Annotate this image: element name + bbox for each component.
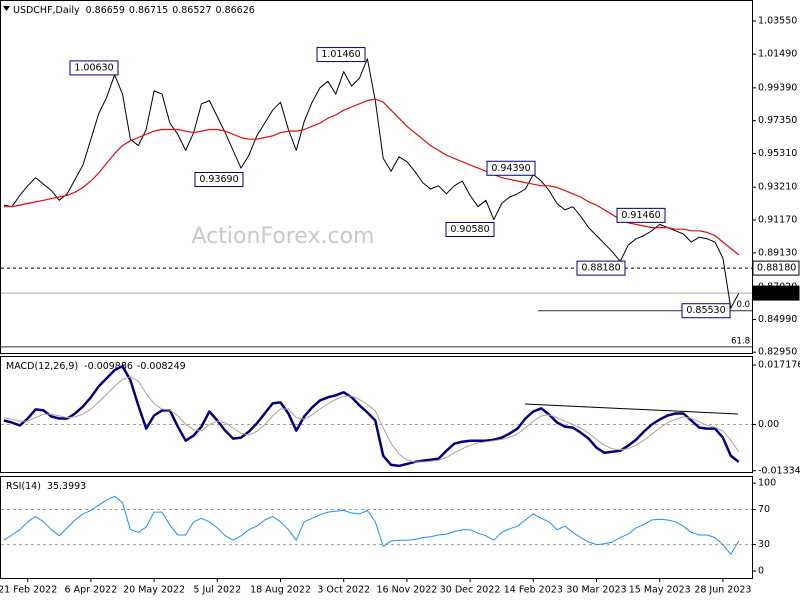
series-line (3, 58, 740, 309)
x-tick-label: 20 May 2022 (123, 585, 185, 596)
menu-arrow[interactable] (3, 6, 10, 11)
indicator-readout: 35.3993 (47, 481, 86, 492)
x-tick-label: 30 Dec 2022 (440, 585, 501, 596)
panel-header: MACD(12,26,9) -0.009886 -0.008249 (6, 361, 186, 372)
ohlc-value: 0.86626 (216, 5, 255, 16)
x-tick-label: 5 Jul 2022 (193, 585, 241, 596)
price-box-label: 0.86626 (757, 288, 796, 299)
macd-trendline (524, 403, 739, 415)
price-panel-frame (0, 0, 753, 354)
y-tick-label: 0.00 (758, 419, 779, 430)
y-tick-label: 0.84990 (758, 314, 797, 325)
fib-label: 61.8 (731, 336, 750, 346)
rsi-panel-frame (0, 476, 753, 579)
x-tick-label: 14 Feb 2023 (504, 585, 563, 596)
series-line (3, 364, 740, 468)
annotation-box (445, 222, 495, 238)
fib-label: 0.0 (736, 300, 750, 310)
ohlc-value: 0.86715 (129, 5, 168, 16)
x-tick-label: 21 Feb 2022 (0, 585, 57, 596)
panel-header: RSI(14) 35.3993 (6, 481, 86, 492)
price-box-label: 0.88180 (757, 263, 796, 274)
y-tick-label: 30 (758, 539, 770, 550)
annotation-label: 0.90580 (450, 224, 489, 235)
annotation-label: 1.00630 (74, 62, 113, 73)
indicator-readout: -0.008249 (137, 361, 186, 372)
annotation-label: 1.01460 (321, 49, 360, 60)
annotation-label: 0.88180 (581, 263, 620, 274)
panel-frames (0, 0, 753, 579)
series-line (3, 376, 740, 463)
annotation-label: 0.85530 (686, 305, 725, 316)
annotation-label: 0.94390 (491, 163, 530, 174)
annotation-box (576, 260, 626, 276)
panel-title: USDCHF,Daily (13, 5, 80, 16)
annotation-label: 0.93690 (199, 174, 238, 185)
annotation-label: 0.91460 (621, 210, 660, 221)
y-tick-label: 0 (758, 565, 764, 576)
y-tick-label: 1.01490 (758, 49, 797, 60)
panel-header: USDCHF,Daily 0.86659 0.86715 0.86527 0.86626 (13, 5, 255, 16)
series-line (4, 98, 740, 256)
y-tick-label: -0.01334 (758, 465, 800, 476)
annotation-box (486, 160, 536, 176)
y-tick-label: 0.95310 (758, 148, 797, 159)
y-tick-label: 0.99390 (758, 82, 797, 93)
x-tick-label: 28 Jun 2023 (694, 585, 751, 596)
y-tick-label: 0.017176 (758, 360, 800, 371)
y-tick-label: 70 (758, 504, 770, 515)
ohlc-value: 0.86659 (86, 5, 125, 16)
y-tick-label: 1.03550 (758, 15, 797, 26)
annotation-box (194, 172, 244, 188)
y-tick-label: 0.91170 (758, 215, 797, 226)
price-box (752, 285, 800, 301)
y-tick-label: 0.93210 (758, 182, 797, 193)
x-tick-label: 18 Aug 2022 (250, 585, 311, 596)
annotation-box (316, 47, 366, 63)
x-tick-label: 15 May 2023 (629, 585, 691, 596)
panel-title: RSI(14) (6, 481, 41, 492)
y-tick-label: 0.89130 (758, 247, 797, 258)
x-tick-label: 3 Oct 2022 (317, 585, 370, 596)
annotation-box (616, 207, 666, 223)
x-tick-label: 6 Apr 2022 (65, 585, 118, 596)
watermark: ActionForex.com (192, 224, 375, 249)
y-tick-label: 0.97350 (758, 115, 797, 126)
ohlc-value: 0.86527 (172, 5, 211, 16)
annotation-box (69, 60, 119, 76)
price-box (752, 260, 800, 276)
macd-panel-frame (0, 356, 753, 473)
y-tick-label: 0.82950 (758, 347, 797, 358)
x-tick-label: 30 Mar 2023 (566, 585, 626, 596)
x-tick-label: 16 Nov 2022 (376, 585, 437, 596)
y-tick-label: 100 (758, 478, 776, 489)
indicator-readout: -0.009886 (84, 361, 133, 372)
annotation-box (681, 303, 731, 319)
panel-title: MACD(12,26,9) (6, 361, 78, 372)
series-line (3, 495, 740, 555)
